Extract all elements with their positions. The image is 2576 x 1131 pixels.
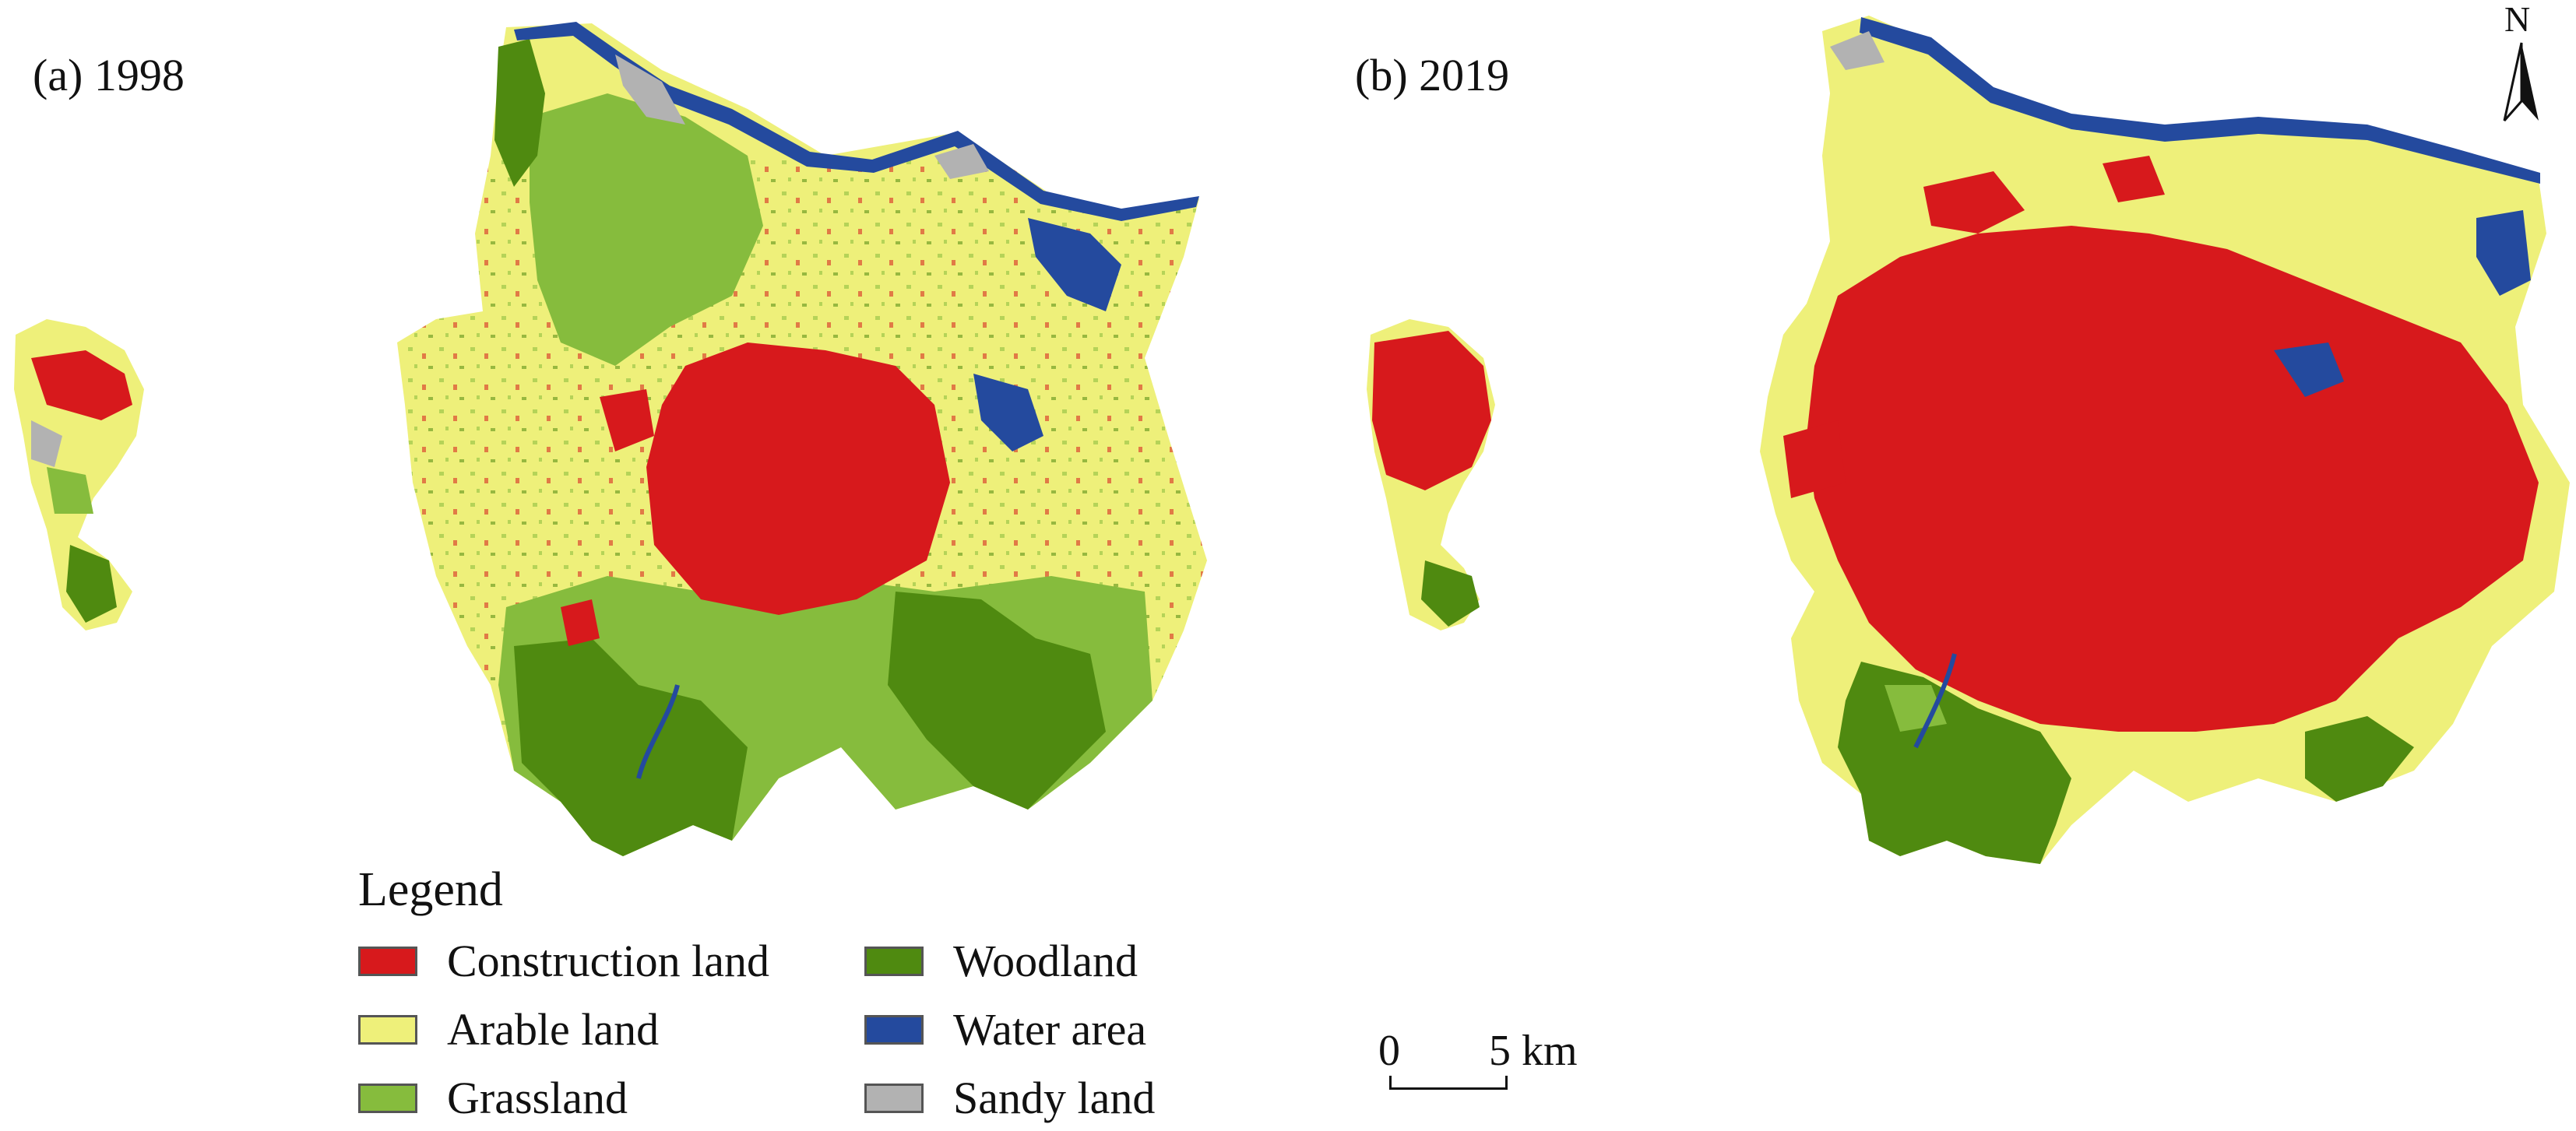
scale-line: [1389, 1076, 1508, 1090]
dark-green-swatch-icon: [864, 947, 924, 976]
map-1998: [14, 22, 1207, 856]
map-1998-woodland-south: [514, 638, 748, 856]
north-arrow: N: [2490, 0, 2553, 128]
legend-item-sandy-land: Sandy land: [864, 1073, 1191, 1124]
legend-title: Legend: [358, 863, 503, 916]
map-1998-construction-land: [646, 342, 950, 615]
yellow-swatch-icon: [358, 1015, 417, 1045]
legend: Legend Construction land Woodland Arable…: [358, 866, 1191, 1124]
north-label: N: [2504, 0, 2531, 39]
legend-label: Woodland: [953, 936, 1138, 986]
gray-swatch-icon: [864, 1084, 924, 1113]
legend-label: Construction land: [447, 936, 770, 986]
blue-swatch-icon: [864, 1015, 924, 1045]
scale-bar: 0 5 km: [1378, 1029, 1578, 1098]
scale-start-label: 0: [1378, 1027, 1400, 1075]
panel-label-2019: (b) 2019: [1355, 50, 1510, 100]
map-1998-river-north: [514, 22, 1199, 221]
map-1998-grassland-north: [530, 93, 763, 366]
legend-label: Water area: [953, 1004, 1147, 1055]
legend-item-woodland: Woodland: [864, 936, 1191, 987]
legend-label: Sandy land: [953, 1073, 1156, 1123]
map-1998-woodland-northwest: [494, 39, 545, 187]
map-1998-water-east: [1028, 218, 1121, 311]
legend-items: Construction land Woodland Arable land W…: [358, 936, 1191, 1124]
map-1998-woodland-southeast: [888, 592, 1106, 810]
light-green-swatch-icon: [358, 1084, 417, 1113]
legend-item-arable-land: Arable land: [358, 1004, 864, 1055]
map-1998-sandy-land: [615, 54, 685, 125]
scale-end-label: 5 km: [1489, 1027, 1578, 1075]
legend-item-grassland: Grassland: [358, 1073, 864, 1124]
panel-label-1998: (a) 1998: [33, 50, 185, 100]
legend-item-construction-land: Construction land: [358, 936, 864, 987]
legend-label: Arable land: [447, 1004, 660, 1055]
red-swatch-icon: [358, 947, 417, 976]
legend-item-water-area: Water area: [864, 1004, 1191, 1055]
north-arrow-icon: [2503, 42, 2539, 121]
map-2019-construction-land: [1807, 226, 2539, 732]
map-2019: [1367, 16, 2570, 864]
legend-label: Grassland: [447, 1073, 628, 1123]
map-2019-river-north: [1860, 17, 2540, 184]
map-2019-water-east: [2476, 210, 2531, 296]
